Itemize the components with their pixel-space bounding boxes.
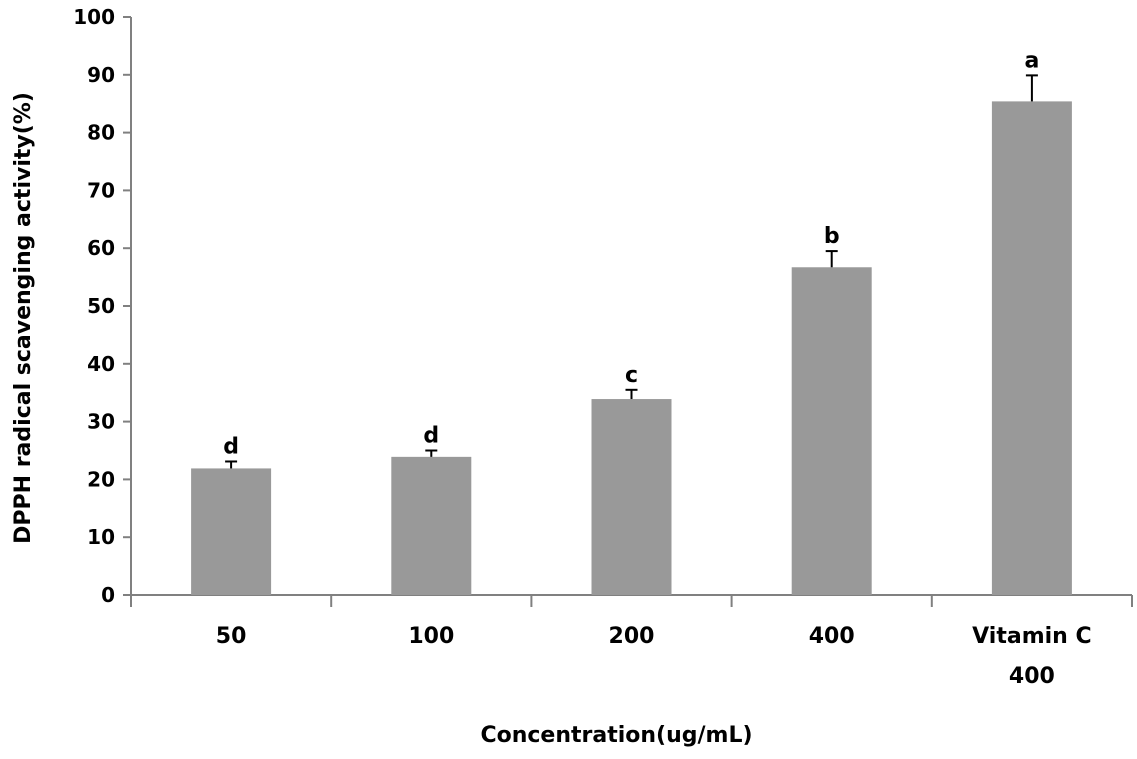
- x-axis-label: Concentration(ug/mL): [480, 723, 752, 748]
- significance-label: a: [1024, 48, 1039, 73]
- significance-label: d: [223, 434, 239, 459]
- y-tick-label: 0: [101, 583, 115, 607]
- significance-label: c: [625, 363, 638, 388]
- bar: [991, 101, 1072, 595]
- y-tick-label: 80: [87, 121, 115, 145]
- y-tick-label: 60: [87, 236, 115, 260]
- y-axis-label: DPPH radical scavenging activity(%): [11, 92, 36, 544]
- y-tick-label: 30: [87, 410, 115, 434]
- y-tick-label: 20: [87, 467, 115, 491]
- significance-label: b: [824, 224, 840, 249]
- bar: [191, 468, 272, 595]
- bar: [391, 456, 472, 595]
- y-tick-label: 40: [87, 352, 115, 376]
- x-tick-label: 400: [809, 624, 855, 649]
- y-tick-label: 10: [87, 525, 115, 549]
- bar: [791, 267, 872, 595]
- x-tick-label: Vitamin C: [972, 624, 1091, 649]
- bar: [591, 399, 672, 595]
- significance-label: d: [423, 424, 439, 449]
- x-tick-label: 50: [216, 624, 247, 649]
- y-tick-label: 100: [73, 5, 115, 29]
- y-tick-label: 70: [87, 178, 115, 202]
- x-tick-label: 200: [609, 624, 655, 649]
- x-tick-label: 400: [1009, 664, 1055, 689]
- y-tick-label: 50: [87, 294, 115, 318]
- x-tick-label: 100: [408, 624, 454, 649]
- y-tick-label: 90: [87, 63, 115, 87]
